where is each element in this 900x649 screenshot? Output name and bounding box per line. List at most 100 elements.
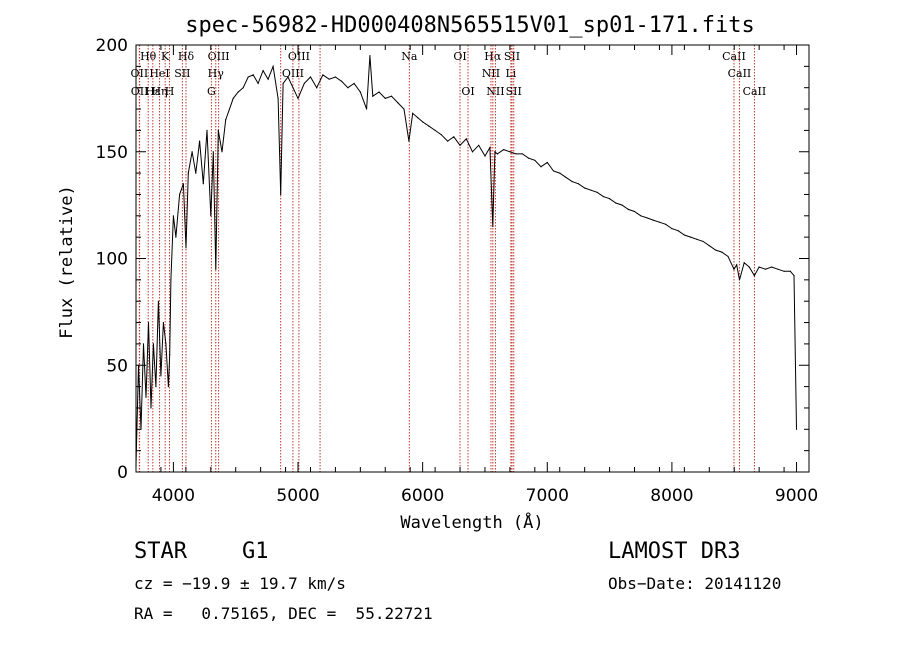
data-point (771, 266, 773, 268)
data-point (191, 151, 193, 153)
line-label: CaII (722, 50, 746, 63)
data-point (287, 76, 289, 78)
data-point (145, 396, 147, 398)
data-point (559, 172, 561, 174)
data-point (646, 217, 648, 219)
x-tick-label: 7000 (526, 486, 569, 506)
data-point (147, 321, 150, 324)
data-point (309, 76, 312, 78)
data-point (590, 189, 592, 191)
data-point (210, 215, 212, 217)
data-point (215, 268, 217, 270)
data-point (708, 245, 710, 247)
data-point (142, 343, 145, 345)
data-point (221, 151, 223, 153)
data-point (297, 97, 299, 99)
line-label: CaII (743, 85, 767, 98)
data-point (150, 407, 152, 409)
data-point (748, 266, 750, 268)
ra-dec: RA = 0.75165, DEC = 55.22721 (134, 604, 433, 623)
series-line (135, 55, 797, 466)
x-axis-label: Wavelength (Å) (400, 511, 543, 533)
data-point (496, 153, 499, 155)
data-point (527, 157, 530, 159)
data-point (584, 187, 586, 189)
data-point (341, 80, 343, 82)
data-point (446, 140, 449, 142)
data-point (242, 87, 244, 89)
data-point (185, 247, 187, 249)
data-point (303, 82, 305, 85)
y-tick-label: 150 (96, 143, 128, 163)
line-label: H (165, 85, 175, 98)
data-point (753, 274, 756, 277)
observation-date: Obs−Date: 20141120 (608, 574, 782, 593)
data-point (198, 140, 201, 142)
data-point (170, 279, 172, 281)
data-point (384, 97, 386, 99)
line-label: OI (453, 50, 466, 63)
data-point (627, 208, 629, 210)
data-point (540, 166, 542, 168)
object-type: STAR (134, 539, 187, 564)
data-point (428, 125, 430, 127)
data-point (478, 144, 480, 146)
x-tick-label: 4000 (152, 486, 195, 506)
data-point (165, 343, 167, 345)
data-point (267, 78, 269, 80)
object-subclass: G1 (242, 539, 269, 564)
data-point (403, 108, 405, 110)
data-point (237, 91, 239, 93)
data-point (702, 240, 704, 243)
survey-name: LAMOST DR3 (608, 539, 741, 564)
data-point (417, 116, 419, 119)
data-point (365, 108, 368, 110)
line-label: G (207, 85, 216, 98)
line-label: OIII (288, 50, 310, 63)
data-point (316, 87, 318, 89)
x-tick-label: 6000 (401, 486, 444, 506)
data-point (494, 151, 496, 153)
line-label: SII (504, 50, 520, 63)
data-point (758, 266, 760, 268)
line-label: OI (461, 85, 474, 98)
data-point (596, 191, 598, 193)
data-point (252, 74, 254, 76)
data-point (690, 236, 692, 238)
data-point (182, 183, 184, 185)
axis-ticks: 4000 5000 6000 7000 8000 9000 0 50 100 150 200 (96, 36, 819, 506)
data-point (195, 172, 197, 174)
data-point (640, 215, 642, 217)
data-point (471, 151, 474, 153)
data-point (658, 221, 661, 223)
line-label: OIII (208, 50, 230, 63)
data-point (459, 144, 461, 146)
data-point (408, 140, 410, 142)
data-point (633, 210, 636, 213)
data-point (743, 262, 745, 264)
data-point (359, 91, 361, 93)
data-point (378, 91, 380, 93)
data-point (733, 268, 735, 270)
data-point (503, 149, 505, 151)
data-point (777, 268, 779, 270)
data-point (484, 155, 486, 157)
data-point (608, 198, 611, 200)
data-point (172, 215, 174, 217)
data-point (696, 238, 698, 240)
data-point (292, 87, 294, 89)
line-label: K (161, 50, 170, 63)
data-point (795, 428, 798, 430)
chart-title: spec-56982-HD000408N565515V01_sp01-171.f… (185, 13, 755, 38)
data-point (665, 223, 667, 225)
data-point (347, 87, 349, 89)
data-point (577, 183, 580, 185)
data-point (353, 82, 355, 85)
data-point (167, 386, 170, 388)
x-tick-label: 8000 (650, 486, 693, 506)
redshift-cz: cz = −19.9 ± 19.7 km/s (134, 574, 346, 593)
data-point (492, 225, 494, 228)
data-point (565, 176, 567, 178)
